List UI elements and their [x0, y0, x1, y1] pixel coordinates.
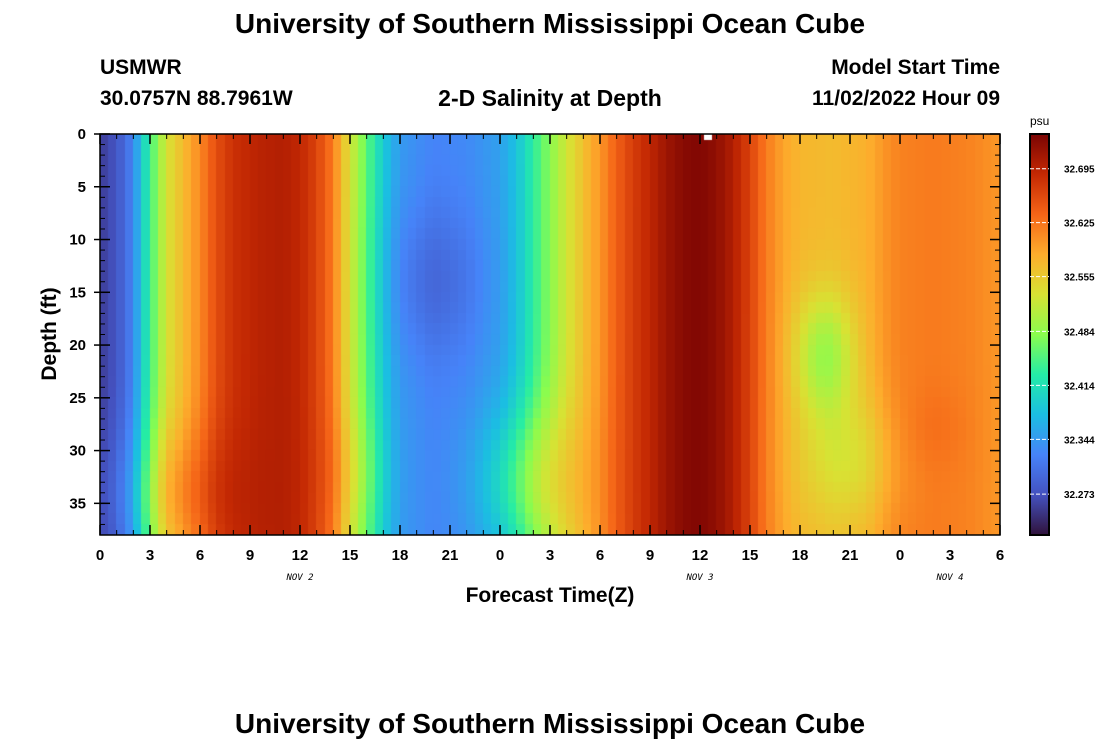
date-label: NOV 3 [685, 573, 713, 583]
colorbar-tick-label: 32.695 [1064, 165, 1095, 176]
x-tick-label: 12 [292, 547, 309, 564]
x-tick-label: 9 [246, 547, 254, 564]
x-tick-label: 15 [342, 547, 359, 564]
x-tick-label: 0 [896, 547, 904, 564]
y-tick-label: 10 [69, 232, 86, 249]
y-tick-label: 20 [69, 337, 86, 354]
salinity-heatmap [100, 134, 1000, 535]
y-tick-label: 15 [69, 284, 86, 301]
x-tick-label: 21 [442, 547, 459, 564]
x-axis-title: Forecast Time(Z) [465, 584, 635, 607]
y-tick-label: 0 [78, 126, 86, 143]
x-tick-label: 18 [792, 547, 809, 564]
y-tick-label: 5 [78, 179, 86, 196]
colorbar-tick-label: 32.555 [1064, 273, 1095, 284]
colorbar-tick-label: 32.414 [1064, 381, 1095, 392]
y-tick-label: 25 [69, 390, 86, 407]
x-tick-label: 6 [596, 547, 604, 564]
x-tick-label: 0 [96, 547, 104, 564]
x-tick-label: 21 [842, 547, 859, 564]
x-tick-label: 3 [946, 547, 954, 564]
x-tick-label: 9 [646, 547, 654, 564]
page-title: University of Southern Mississippi Ocean… [234, 8, 866, 39]
plot-title: 2-D Salinity at Depth [438, 85, 662, 111]
colorbar-unit: psu [1030, 114, 1050, 128]
footer-title: University of Southern Mississippi Ocean… [234, 708, 866, 739]
colorbar-tick-label: 32.273 [1064, 490, 1095, 501]
x-tick-label: 3 [546, 547, 554, 564]
station-coordinates: 30.0757N 88.7961W [100, 87, 293, 110]
date-label: NOV 2 [285, 573, 313, 583]
y-axis-title: Depth (ft) [38, 287, 61, 381]
colorbar-tick-label: 32.625 [1064, 219, 1095, 230]
x-tick-label: 12 [692, 547, 709, 564]
x-tick-label: 3 [146, 547, 154, 564]
colorbar-tick-label: 32.484 [1064, 327, 1095, 338]
x-tick-label: 15 [742, 547, 759, 564]
x-tick-label: 6 [996, 547, 1004, 564]
station-id: USMWR [100, 56, 182, 79]
x-tick-label: 0 [496, 547, 504, 564]
model-start-label: Model Start Time [831, 56, 1000, 79]
y-tick-label: 35 [69, 495, 86, 512]
model-start-value: 11/02/2022 Hour 09 [812, 87, 1000, 110]
colorbar [1029, 133, 1050, 536]
colorbar-tick-label: 32.344 [1064, 435, 1095, 446]
date-label: NOV 4 [935, 573, 963, 583]
y-tick-label: 30 [69, 443, 86, 460]
x-tick-label: 6 [196, 547, 204, 564]
x-tick-label: 18 [392, 547, 409, 564]
plot-frame [99, 133, 1001, 536]
